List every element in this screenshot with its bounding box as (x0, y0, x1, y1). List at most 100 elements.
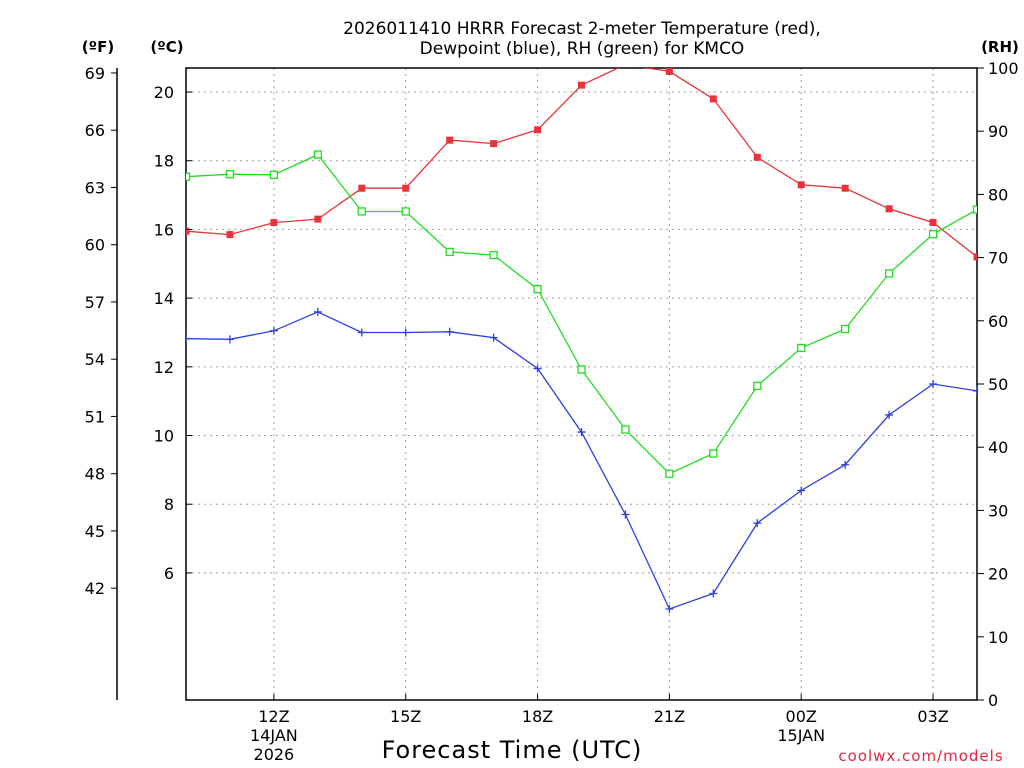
dewpoint-line (186, 311, 977, 610)
fahrenheit-tick-label: 48 (85, 465, 105, 484)
fahrenheit-tick-label: 51 (85, 407, 105, 426)
rh-point (841, 324, 850, 334)
grid-layer (186, 68, 977, 700)
rh-point (577, 365, 586, 374)
dewpoint-point (225, 335, 234, 344)
x-tick-label: 15Z (390, 707, 421, 726)
dewpoint-point (709, 589, 718, 598)
rh-point (709, 449, 718, 458)
fahrenheit-tick-label: 57 (85, 293, 105, 312)
rh-tick-label: 60 (988, 312, 1008, 331)
fahrenheit-tick-label: 66 (85, 121, 105, 140)
dewpoint-point (401, 328, 410, 337)
celsius-tick-label: 10 (154, 427, 174, 446)
rh-tick-label: 10 (988, 628, 1008, 647)
temperature-point (490, 140, 498, 148)
rh-point (357, 207, 366, 216)
rh-point (797, 343, 806, 353)
rh-point (269, 170, 279, 179)
rh-point (621, 425, 630, 434)
celsius-tick-label: 8 (164, 495, 174, 514)
x-tick-label: 21Z (654, 707, 685, 726)
celsius-unit-label: (ºC) (150, 38, 183, 56)
celsius-tick-label: 18 (154, 152, 174, 171)
celsius-tick-label: 12 (154, 358, 174, 377)
rh-tick-label: 20 (988, 565, 1008, 584)
fahrenheit-tick-label: 60 (85, 236, 105, 255)
rh-tick-label: 70 (988, 249, 1008, 268)
temperature-point (446, 136, 454, 144)
fahrenheit-unit-label: (ºF) (82, 38, 114, 56)
temperature-point (358, 184, 366, 192)
fahrenheit-tick-label: 54 (85, 350, 105, 369)
temperature-point (314, 215, 322, 223)
x-tick-label: 03Z (917, 707, 948, 726)
rh-tick-label: 90 (988, 122, 1008, 141)
dewpoint-point (186, 334, 190, 343)
temperature-point (402, 184, 410, 192)
rh-line (186, 153, 977, 475)
rh-unit-label: (RH) (981, 38, 1019, 56)
celsius-tick-label: 16 (154, 220, 174, 239)
dewpoint-point (313, 307, 322, 316)
fahrenheit-tick-label: 45 (85, 522, 105, 541)
temperature-point (797, 181, 805, 189)
x-tick-date: 15JAN (777, 726, 825, 745)
chart-title-line2: Dewpoint (blue), RH (green) for KMCO (420, 39, 745, 59)
temperature-point (709, 95, 717, 103)
rh-point (186, 172, 191, 181)
dewpoint-point (357, 328, 366, 337)
rh-tick-label: 80 (988, 185, 1008, 204)
celsius-tick-label: 20 (154, 83, 174, 102)
x-tick-year: 2026 (254, 745, 295, 764)
rh-point (928, 230, 938, 239)
temperature-point (226, 231, 234, 239)
temperature-point (841, 184, 849, 192)
celsius-tick-label: 6 (164, 564, 174, 583)
rh-point (665, 469, 674, 478)
rh-point (313, 150, 322, 159)
rh-tick-label: 50 (988, 375, 1008, 394)
temperature-point (534, 126, 542, 134)
rh-point (884, 269, 894, 278)
plot-frame (185, 67, 978, 701)
chart-title-line1: 2026011410 HRRR Forecast 2-meter Tempera… (343, 19, 821, 39)
celsius-tick-label: 14 (154, 289, 174, 308)
dewpoint-point (445, 327, 454, 336)
temperature-point (270, 219, 278, 227)
rh-tick-label: 30 (988, 501, 1008, 520)
dewpoint-point (841, 460, 850, 469)
rh-tick-label: 0 (988, 691, 998, 710)
dewpoint-point (885, 410, 894, 419)
rh-point (225, 170, 235, 179)
temperature-point (578, 81, 585, 89)
dewpoint-point (489, 333, 498, 342)
dewpoint-point (973, 386, 977, 395)
dewpoint-point (621, 510, 630, 519)
series-layer (186, 68, 977, 613)
temperature-point (929, 219, 937, 227)
x-tick-label: 18Z (522, 707, 553, 726)
dewpoint-point (797, 486, 806, 495)
temperature-point (885, 205, 893, 213)
rh-tick-label: 100 (988, 59, 1019, 78)
x-tick-label: 12Z (258, 707, 289, 726)
temperature-point (665, 68, 673, 75)
dewpoint-point (929, 380, 938, 388)
rh-point (401, 207, 410, 216)
dewpoint-point (577, 428, 586, 437)
fahrenheit-tick-label: 63 (85, 178, 105, 197)
temperature-point (186, 227, 190, 235)
rh-point (533, 285, 542, 294)
rh-point (753, 381, 762, 391)
dewpoint-point (269, 326, 278, 335)
rh-point (489, 250, 498, 260)
dewpoint-point (665, 604, 674, 613)
credit-label: coolwx.com/models (838, 747, 1003, 765)
fahrenheit-tick-label: 69 (85, 64, 105, 83)
dewpoint-point (753, 519, 762, 528)
temperature-point (973, 253, 977, 261)
rh-point (972, 205, 977, 214)
